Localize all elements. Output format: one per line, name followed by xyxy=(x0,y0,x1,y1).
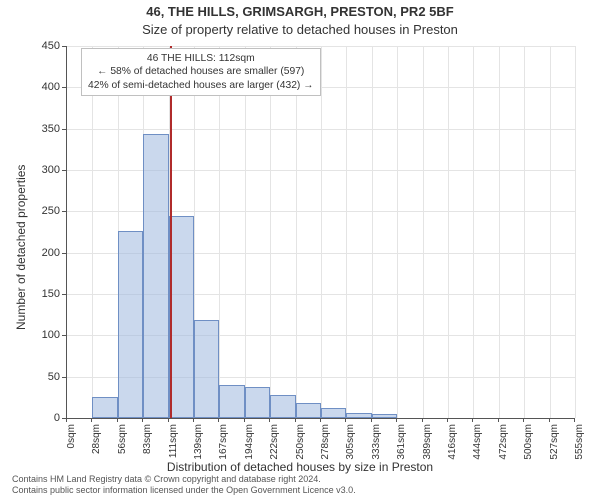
gridline-v xyxy=(473,46,474,418)
histogram-bar xyxy=(372,414,397,418)
gridline-v xyxy=(524,46,525,418)
x-axis-label: Distribution of detached houses by size … xyxy=(0,460,600,474)
histogram-bar xyxy=(296,403,321,418)
y-tick-label: 50 xyxy=(24,371,60,383)
gridline-v xyxy=(219,46,220,418)
y-tick-label: 250 xyxy=(24,205,60,217)
gridline-v xyxy=(270,46,271,418)
footer-attribution: Contains HM Land Registry data © Crown c… xyxy=(12,474,356,497)
footer-line-1: Contains HM Land Registry data © Crown c… xyxy=(12,474,356,485)
gridline-v xyxy=(423,46,424,418)
plot-area: 46 THE HILLS: 112sqm← 58% of detached ho… xyxy=(66,46,575,419)
x-tick-label: 389sqm xyxy=(422,424,433,484)
gridline-v xyxy=(321,46,322,418)
gridline-v xyxy=(575,46,576,418)
x-tick-mark xyxy=(422,418,423,422)
histogram-bar xyxy=(245,387,270,418)
y-tick-mark xyxy=(62,377,66,378)
x-tick-mark xyxy=(447,418,448,422)
x-tick-mark xyxy=(269,418,270,422)
x-tick-label: 555sqm xyxy=(574,424,585,484)
gridline-v xyxy=(397,46,398,418)
x-tick-mark xyxy=(142,418,143,422)
x-tick-mark xyxy=(549,418,550,422)
x-tick-mark xyxy=(244,418,245,422)
y-tick-mark xyxy=(62,170,66,171)
annotation-line-2: ← 58% of detached houses are smaller (59… xyxy=(88,65,314,78)
y-tick-mark xyxy=(62,253,66,254)
y-tick-mark xyxy=(62,294,66,295)
histogram-bar xyxy=(169,216,194,418)
x-tick-mark xyxy=(523,418,524,422)
chart-title-sub: Size of property relative to detached ho… xyxy=(0,22,600,37)
histogram-bar xyxy=(143,134,168,418)
x-tick-mark xyxy=(295,418,296,422)
x-tick-mark xyxy=(396,418,397,422)
x-tick-label: 444sqm xyxy=(472,424,483,484)
histogram-bar xyxy=(194,320,219,418)
gridline-v xyxy=(92,46,93,418)
property-marker-line xyxy=(170,46,172,418)
x-tick-mark xyxy=(574,418,575,422)
x-tick-mark xyxy=(345,418,346,422)
annotation-line-3: 42% of semi-detached houses are larger (… xyxy=(88,79,314,92)
histogram-bar xyxy=(118,231,143,418)
y-tick-label: 100 xyxy=(24,329,60,341)
gridline-v xyxy=(448,46,449,418)
x-tick-mark xyxy=(371,418,372,422)
x-tick-label: 333sqm xyxy=(371,424,382,484)
gridline-v xyxy=(550,46,551,418)
x-tick-mark xyxy=(91,418,92,422)
annotation-line-1: 46 THE HILLS: 112sqm xyxy=(88,52,314,65)
y-tick-label: 300 xyxy=(24,164,60,176)
y-tick-label: 0 xyxy=(24,412,60,424)
y-tick-label: 200 xyxy=(24,247,60,259)
chart-title-main: 46, THE HILLS, GRIMSARGH, PRESTON, PR2 5… xyxy=(0,4,600,19)
x-tick-mark xyxy=(320,418,321,422)
y-tick-mark xyxy=(62,129,66,130)
footer-line-3: Contains public sector information licen… xyxy=(12,485,356,496)
y-tick-label: 400 xyxy=(24,81,60,93)
y-tick-mark xyxy=(62,87,66,88)
x-tick-label: 416sqm xyxy=(447,424,458,484)
y-tick-label: 450 xyxy=(24,40,60,52)
chart-container: 46, THE HILLS, GRIMSARGH, PRESTON, PR2 5… xyxy=(0,0,600,500)
y-tick-mark xyxy=(62,46,66,47)
gridline-v xyxy=(245,46,246,418)
y-tick-label: 150 xyxy=(24,288,60,300)
y-tick-mark xyxy=(62,335,66,336)
x-tick-mark xyxy=(218,418,219,422)
gridline-v xyxy=(296,46,297,418)
x-tick-mark xyxy=(498,418,499,422)
gridline-v xyxy=(372,46,373,418)
histogram-bar xyxy=(346,413,371,418)
x-tick-mark xyxy=(472,418,473,422)
histogram-bar xyxy=(270,395,295,418)
x-tick-label: 500sqm xyxy=(523,424,534,484)
x-tick-mark xyxy=(193,418,194,422)
histogram-bar xyxy=(321,408,346,418)
gridline-v xyxy=(499,46,500,418)
x-tick-mark xyxy=(117,418,118,422)
annotation-box: 46 THE HILLS: 112sqm← 58% of detached ho… xyxy=(81,48,321,96)
x-tick-label: 472sqm xyxy=(498,424,509,484)
gridline-v xyxy=(346,46,347,418)
x-tick-label: 527sqm xyxy=(549,424,560,484)
histogram-bar xyxy=(92,397,117,418)
y-tick-label: 350 xyxy=(24,123,60,135)
x-tick-mark xyxy=(66,418,67,422)
x-tick-label: 361sqm xyxy=(396,424,407,484)
histogram-bar xyxy=(219,385,244,418)
y-tick-mark xyxy=(62,211,66,212)
x-tick-mark xyxy=(168,418,169,422)
